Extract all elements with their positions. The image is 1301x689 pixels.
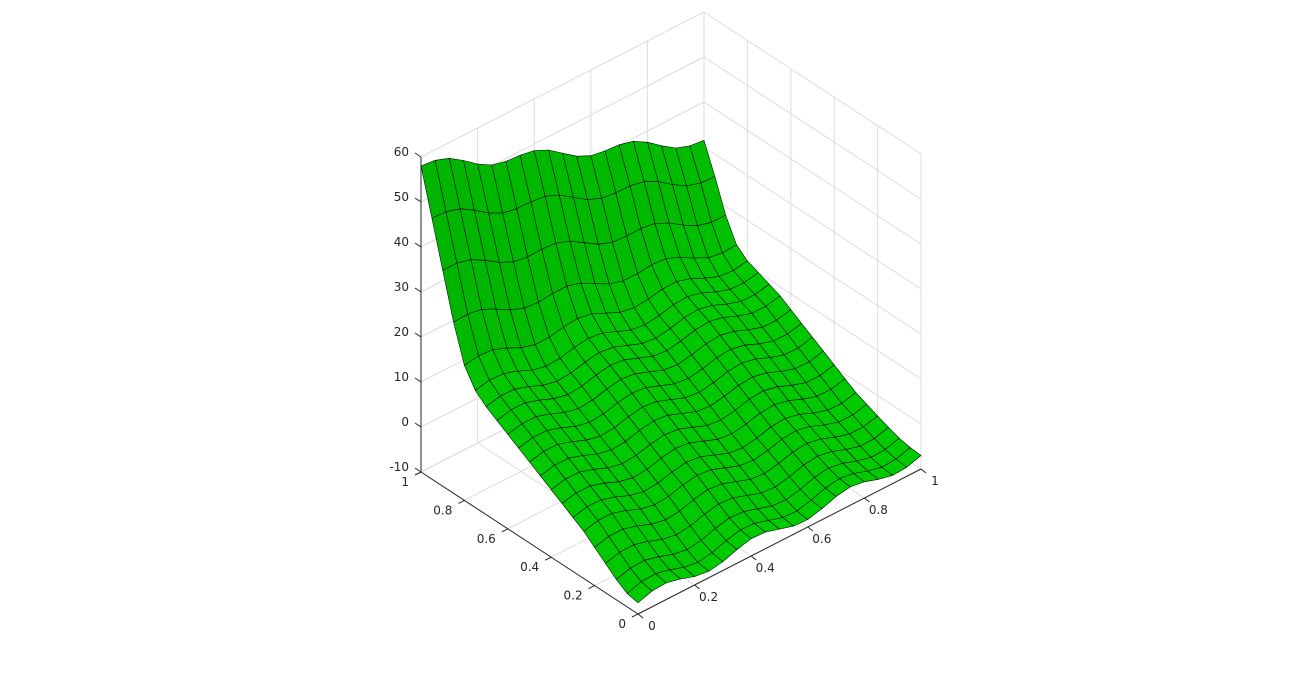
z-tick-mark [414,467,422,473]
y-tick-label: 0.6 [477,532,496,546]
z-tick-label: 40 [394,235,409,249]
z-tick-label: 60 [394,145,409,159]
grid-line [703,56,922,200]
z-tick-label: 30 [394,280,409,294]
y-tick-mark [458,499,465,504]
z-tick-mark [414,242,422,248]
x-tick-mark [807,526,814,532]
x-tick-mark [750,555,757,561]
x-tick-label: 0.8 [869,503,888,517]
x-tick-mark [694,584,700,590]
y-tick-mark [631,613,639,618]
axes [420,157,922,615]
x-tick-mark [920,468,927,474]
y-tick-mark [501,528,509,533]
grid-line [703,191,922,335]
y-tick-mark [544,556,552,561]
surface-cell [626,581,653,604]
x-tick-label: 0.2 [699,590,718,604]
z-tick-mark [414,287,422,293]
y-tick-mark [414,471,422,476]
x-tick-label: 0.6 [812,532,831,546]
z-tick-mark [414,377,422,383]
grid-line [703,11,922,155]
x-tick-label: 1 [931,474,939,488]
z-tick-label: 0 [401,415,409,429]
z-tick-label: 50 [394,190,409,204]
z-tick-mark [414,422,422,428]
grid-line [703,146,922,290]
y-tick-label: 0 [618,617,626,631]
y-tick-mark [588,585,595,590]
x-tick-mark [637,613,644,619]
x-tick-label: 0 [648,619,656,633]
x-axis-line [637,468,922,615]
y-tick-label: 0.8 [433,503,452,517]
z-tick-label: 20 [394,325,409,339]
grid-line [420,11,705,158]
z-tick-mark [414,332,422,338]
y-axis-line [420,471,639,615]
y-tick-label: 1 [401,475,409,489]
z-tick-label: 10 [394,370,409,384]
x-tick-mark [864,497,870,503]
y-tick-label: 0.2 [564,589,583,603]
z-tick-label: -10 [389,460,409,474]
grid-line [703,101,922,245]
axis-ticks: 00.20.40.60.8100.20.40.60.81-10010203040… [389,145,938,633]
x-tick-label: 0.4 [756,561,775,575]
y-tick-label: 0.4 [520,560,539,574]
surface-mesh [420,140,922,604]
z-tick-mark [414,152,422,158]
z-tick-mark [414,197,422,203]
